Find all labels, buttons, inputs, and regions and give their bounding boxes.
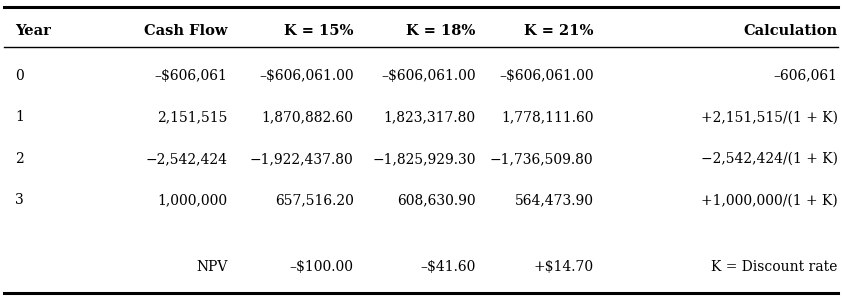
Text: –606,061: –606,061 (774, 69, 838, 83)
Text: –$606,061.00: –$606,061.00 (381, 69, 476, 83)
Text: –$100.00: –$100.00 (290, 260, 354, 274)
Text: +1,000,000/(1 + K): +1,000,000/(1 + K) (701, 193, 838, 208)
Text: −1,736,509.80: −1,736,509.80 (490, 152, 594, 166)
Text: 657,516.20: 657,516.20 (274, 193, 354, 208)
Text: +$14.70: +$14.70 (534, 260, 594, 274)
Text: 2: 2 (15, 152, 24, 166)
Text: Calculation: Calculation (743, 24, 838, 38)
Text: –$606,061: –$606,061 (154, 69, 227, 83)
Text: K = 15%: K = 15% (284, 24, 354, 38)
Text: 1,823,317.80: 1,823,317.80 (384, 110, 476, 124)
Text: Year: Year (15, 24, 51, 38)
Text: 2,151,515: 2,151,515 (157, 110, 227, 124)
Text: 564,473.90: 564,473.90 (514, 193, 594, 208)
Text: −1,922,437.80: −1,922,437.80 (250, 152, 354, 166)
Text: –$41.60: –$41.60 (420, 260, 476, 274)
Text: 1,778,111.60: 1,778,111.60 (501, 110, 594, 124)
Text: –$606,061.00: –$606,061.00 (259, 69, 354, 83)
Text: –$606,061.00: –$606,061.00 (499, 69, 594, 83)
Text: K = 21%: K = 21% (524, 24, 594, 38)
Text: 1: 1 (15, 110, 24, 124)
Text: 0: 0 (15, 69, 24, 83)
Text: 3: 3 (15, 193, 24, 208)
Text: −2,542,424/(1 + K): −2,542,424/(1 + K) (701, 152, 838, 166)
Text: K = Discount rate: K = Discount rate (711, 260, 838, 274)
Text: 1,870,882.60: 1,870,882.60 (262, 110, 354, 124)
Text: K = 18%: K = 18% (407, 24, 476, 38)
Text: 608,630.90: 608,630.90 (397, 193, 476, 208)
Text: +2,151,515/(1 + K): +2,151,515/(1 + K) (701, 110, 838, 124)
Text: −1,825,929.30: −1,825,929.30 (372, 152, 476, 166)
Text: 1,000,000: 1,000,000 (157, 193, 227, 208)
Text: Cash Flow: Cash Flow (144, 24, 227, 38)
Text: NPV: NPV (196, 260, 227, 274)
Text: −2,542,424: −2,542,424 (146, 152, 227, 166)
